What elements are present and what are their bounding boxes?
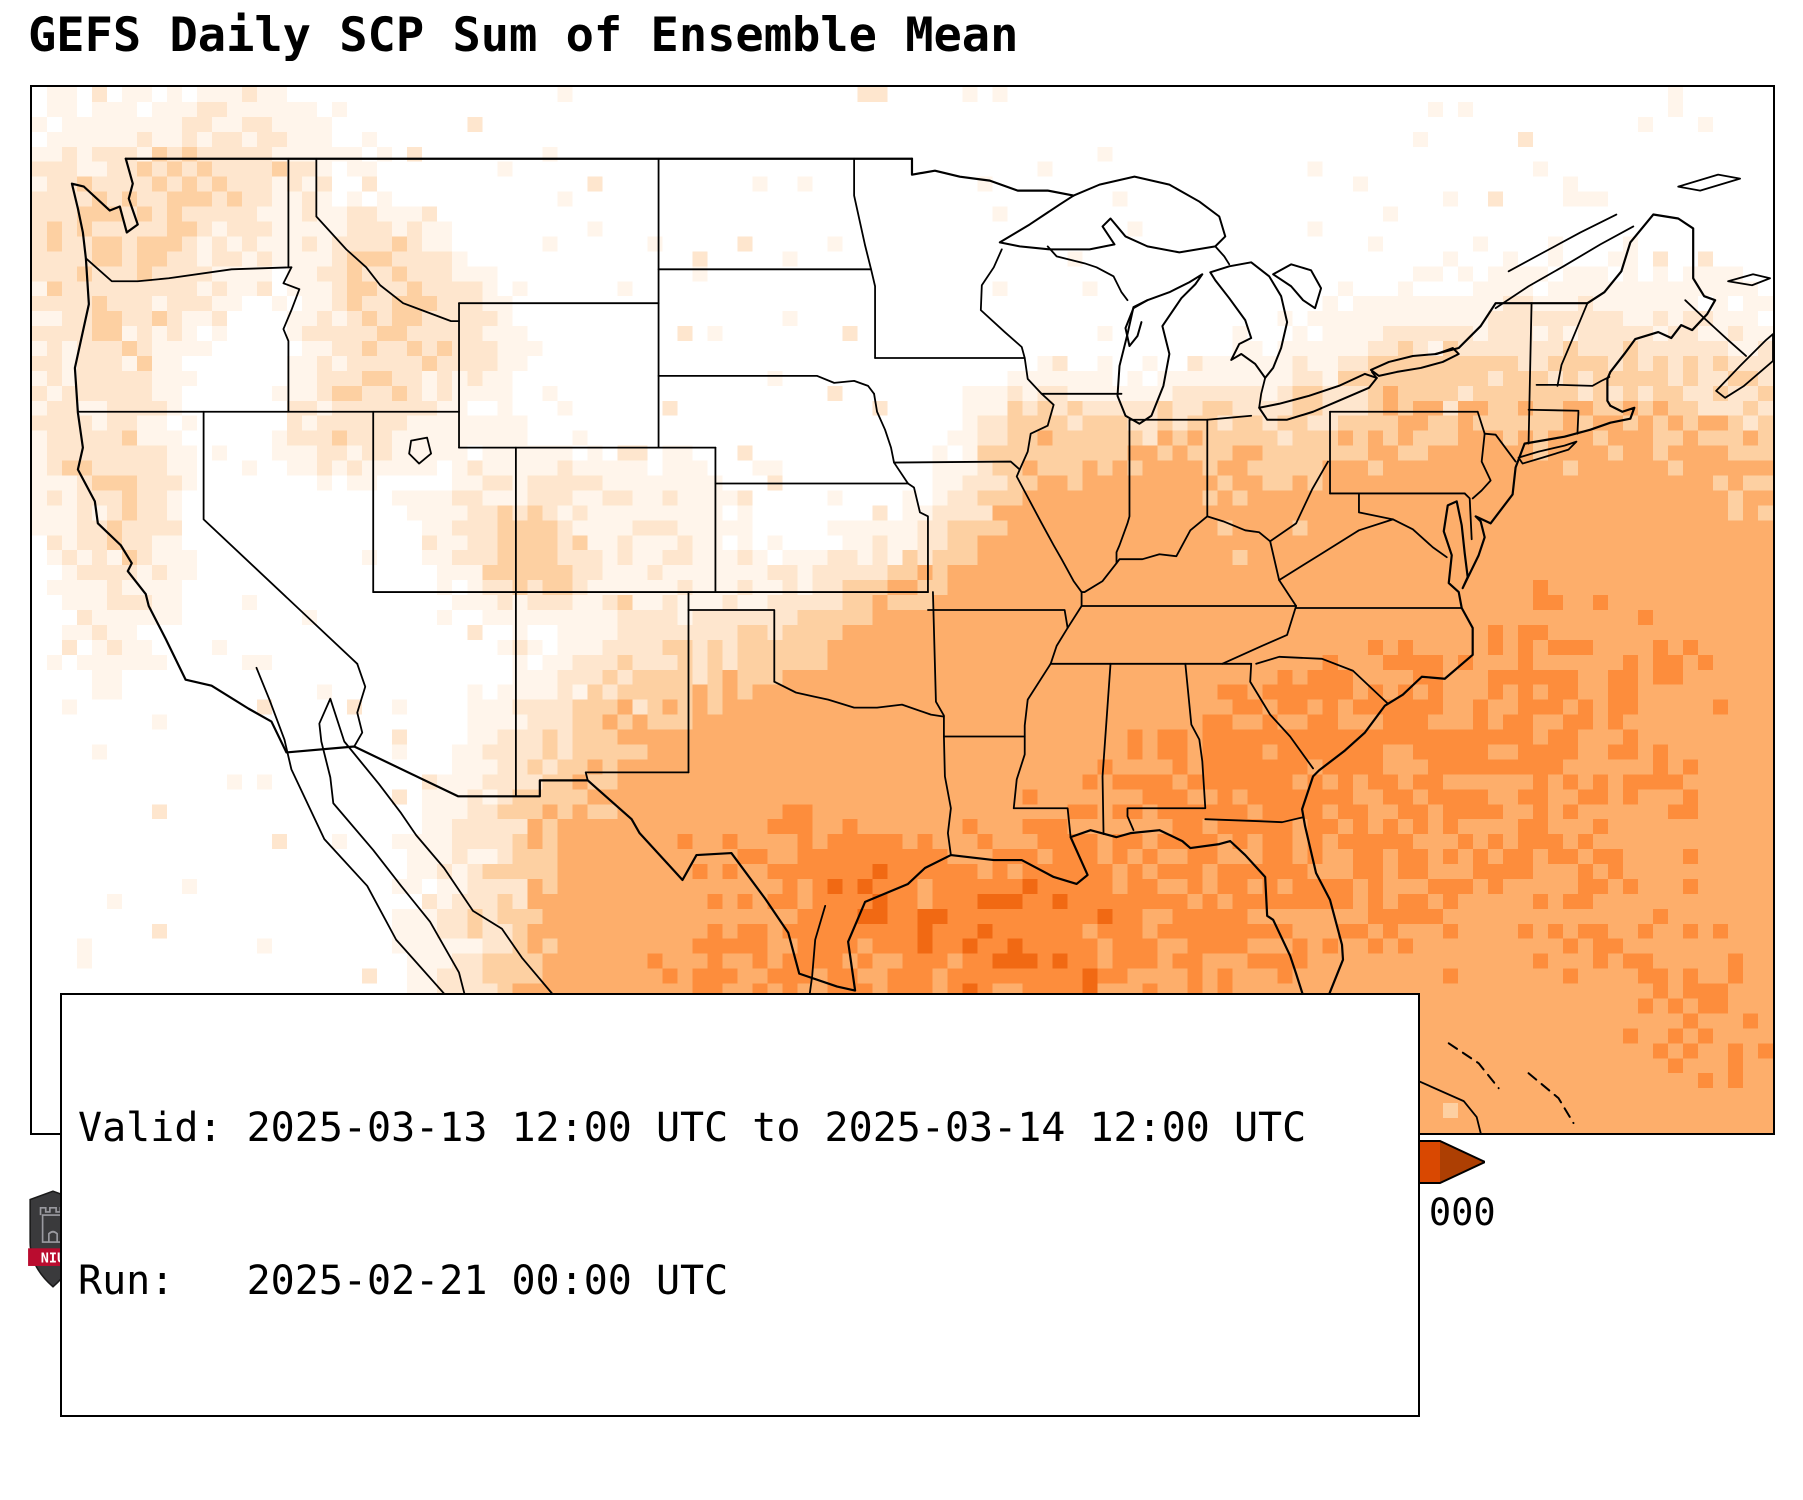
us-basemap	[70, 157, 1773, 1133]
valid-run-box: Valid: 2025-03-13 12:00 UTC to 2025-03-1…	[60, 993, 1420, 1417]
figure-title: GEFS Daily SCP Sum of Ensemble Mean	[28, 8, 1019, 63]
canada-mexico-layer	[255, 173, 1773, 1133]
scp-heatmap-field	[32, 87, 1773, 1133]
state-borders-layer	[76, 157, 1611, 856]
coastline-layer	[70, 157, 1717, 1021]
map-panel: Valid: 2025-03-13 12:00 UTC to 2025-03-1…	[30, 85, 1775, 1417]
run-text: Run: 2025-02-21 00:00 UTC	[78, 1258, 729, 1304]
niu-logo-text: NIU	[41, 1250, 65, 1266]
lakes-layer	[998, 175, 1460, 425]
valid-text: Valid: 2025-03-13 12:00 UTC to 2025-03-1…	[78, 1105, 1307, 1151]
